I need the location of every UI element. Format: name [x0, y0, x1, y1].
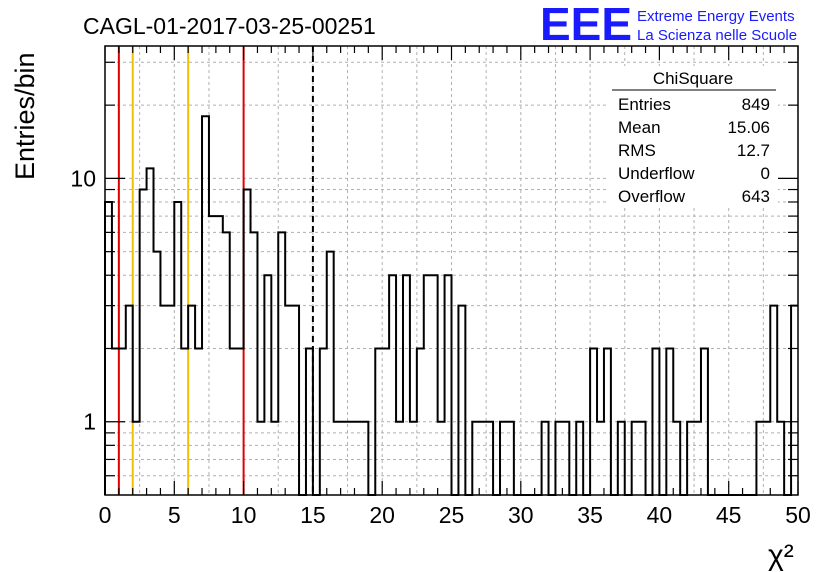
x-tick-label: 40	[647, 502, 673, 528]
stats-row-value: 0	[761, 164, 770, 183]
x-tick-label: 45	[716, 502, 742, 528]
reference-lines	[117, 46, 314, 495]
x-tick-label: 15	[300, 502, 326, 528]
stats-box-title: ChiSquare	[653, 69, 733, 88]
x-tick-labels: 0 5 10 15 20 25 30 35 40 45 50	[99, 502, 811, 528]
y-tick-label: 1	[83, 409, 96, 435]
x-tick-label: 35	[577, 502, 603, 528]
x-tick-label: 5	[168, 502, 181, 528]
axis-ticks	[104, 46, 799, 495]
plot-frame	[104, 45, 799, 496]
stats-row-value: 12.7	[737, 141, 770, 160]
logo-line1: Extreme Energy Events	[637, 8, 795, 25]
stats-box-rows: Entries 849 Mean 15.06 RMS 12.7 Underflow 0 Over…	[618, 95, 770, 206]
stats-box: ChiSquare Entries 849 Mean 15.06 RMS 12.7 Unde…	[608, 66, 778, 208]
chart-title: CAGL-01-2017-03-25-00251	[83, 13, 376, 39]
stats-row-value: 849	[742, 95, 770, 114]
x-tick-label: 10	[231, 502, 257, 528]
y-tick-label: 10	[70, 165, 96, 191]
stats-row-value: 643	[742, 187, 770, 206]
x-tick-label: 50	[785, 502, 811, 528]
stats-row-label: RMS	[618, 141, 656, 160]
x-axis-label: χ²	[768, 539, 794, 572]
stats-row-label: Mean	[618, 118, 661, 137]
logo-line2: La Scienza nelle Scuole	[637, 27, 797, 44]
logo-mark: EEE	[540, 0, 632, 50]
stats-row-value: 15.06	[727, 118, 770, 137]
stats-row-label: Overflow	[618, 187, 686, 206]
x-tick-label: 25	[439, 502, 465, 528]
y-axis-label: Entries/bin	[10, 52, 40, 180]
stats-row-label: Underflow	[618, 164, 695, 183]
y-tick-labels: 1 10	[70, 165, 96, 434]
x-tick-label: 30	[508, 502, 534, 528]
x-tick-label: 0	[99, 502, 112, 528]
stats-row-label: Entries	[618, 95, 671, 114]
histogram-series	[104, 115, 798, 496]
x-tick-label: 20	[369, 502, 395, 528]
